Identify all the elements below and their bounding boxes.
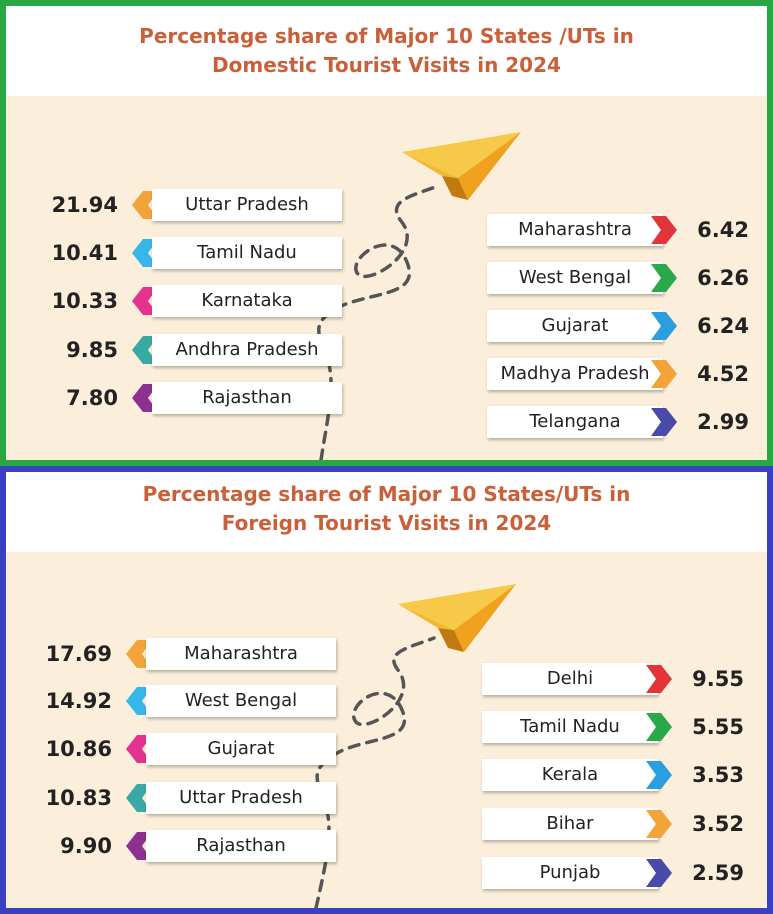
domestic-right-value-1: 6.42 xyxy=(697,218,749,242)
chevron-left-icon xyxy=(132,287,158,315)
chevron-left-icon xyxy=(132,336,158,364)
foreign-right-label-5: Punjab xyxy=(482,857,658,889)
list-item: Kerala 3.53 xyxy=(482,758,744,792)
domestic-left-value-5: 7.80 xyxy=(66,386,118,410)
foreign-right-label-2: Tamil Nadu xyxy=(482,711,658,743)
foreign-right-label-4: Bihar xyxy=(482,808,658,840)
chevron-right-icon xyxy=(651,312,677,340)
domestic-left-label-1: Uttar Pradesh xyxy=(152,189,342,221)
domestic-right-label-4: Madhya Pradesh xyxy=(487,358,663,390)
domestic-left-value-4: 9.85 xyxy=(66,338,118,362)
foreign-left-label-2: West Bengal xyxy=(146,685,336,717)
domestic-right-value-4: 4.52 xyxy=(697,362,749,386)
list-item: Maharashtra 6.42 xyxy=(487,213,749,247)
domestic-right-value-3: 6.24 xyxy=(697,314,749,338)
list-item: Tamil Nadu 5.55 xyxy=(482,710,744,744)
paper-plane-icon xyxy=(402,132,521,200)
chevron-right-icon xyxy=(651,216,677,244)
chevron-left-icon xyxy=(132,191,158,219)
chevron-left-icon xyxy=(126,735,152,763)
domestic-right-value-5: 2.99 xyxy=(697,410,749,434)
chevron-right-icon xyxy=(646,859,672,887)
domestic-title-line-2: Domestic Tourist Visits in 2024 xyxy=(212,53,561,77)
foreign-right-value-1: 9.55 xyxy=(692,667,744,691)
chevron-right-icon xyxy=(646,713,672,741)
list-item: 10.41 Tamil Nadu xyxy=(26,236,342,270)
chevron-left-icon xyxy=(126,687,152,715)
foreign-left-label-5: Rajasthan xyxy=(146,830,336,862)
foreign-right-value-5: 2.59 xyxy=(692,861,744,885)
foreign-right-value-3: 3.53 xyxy=(692,763,744,787)
list-item: Bihar 3.52 xyxy=(482,807,744,841)
foreign-title: Percentage share of Major 10 States/UTs … xyxy=(6,472,767,552)
chevron-right-icon xyxy=(651,408,677,436)
list-item: West Bengal 6.26 xyxy=(487,261,749,295)
domestic-left-value-3: 10.33 xyxy=(51,289,118,313)
list-item: 14.92 West Bengal xyxy=(20,684,336,718)
foreign-left-value-5: 9.90 xyxy=(60,834,112,858)
foreign-left-label-1: Maharashtra xyxy=(146,638,336,670)
domestic-left-label-3: Karnataka xyxy=(152,285,342,317)
domestic-right-label-3: Gujarat xyxy=(487,310,663,342)
chevron-right-icon xyxy=(646,665,672,693)
foreign-left-value-1: 17.69 xyxy=(45,642,112,666)
dashed-flight-path xyxy=(314,636,436,908)
foreign-right-label-3: Kerala xyxy=(482,759,658,791)
foreign-left-value-2: 14.92 xyxy=(45,689,112,713)
list-item: 9.90 Rajasthan xyxy=(20,829,336,863)
foreign-right-value-4: 3.52 xyxy=(692,812,744,836)
list-item: Telangana 2.99 xyxy=(487,405,749,439)
domestic-title: Percentage share of Major 10 States /UTs… xyxy=(6,6,767,96)
domestic-left-label-2: Tamil Nadu xyxy=(152,237,342,269)
list-item: Madhya Pradesh 4.52 xyxy=(487,357,749,391)
list-item: 9.85 Andhra Pradesh xyxy=(26,333,342,367)
foreign-paper-plane-illustration xyxy=(314,584,516,908)
dashed-flight-path xyxy=(317,184,440,460)
domestic-left-label-5: Rajasthan xyxy=(152,382,342,414)
foreign-left-value-4: 10.83 xyxy=(45,786,112,810)
foreign-title-line-1: Percentage share of Major 10 States/UTs … xyxy=(142,482,631,506)
chevron-right-icon xyxy=(646,761,672,789)
chevron-left-icon xyxy=(126,784,152,812)
domestic-left-value-1: 21.94 xyxy=(51,193,118,217)
domestic-title-line-1: Percentage share of Major 10 States /UTs… xyxy=(139,24,634,48)
domestic-right-label-5: Telangana xyxy=(487,406,663,438)
list-item: Delhi 9.55 xyxy=(482,662,744,696)
foreign-left-label-4: Uttar Pradesh xyxy=(146,782,336,814)
foreign-left-value-3: 10.86 xyxy=(45,737,112,761)
domestic-left-value-2: 10.41 xyxy=(51,241,118,265)
foreign-right-value-2: 5.55 xyxy=(692,715,744,739)
list-item: Punjab 2.59 xyxy=(482,856,744,890)
foreign-title-line-2: Foreign Tourist Visits in 2024 xyxy=(221,511,552,535)
domestic-panel: Percentage share of Major 10 States /UTs… xyxy=(0,0,773,466)
foreign-left-label-3: Gujarat xyxy=(146,733,336,765)
list-item: 10.83 Uttar Pradesh xyxy=(20,781,336,815)
chevron-left-icon xyxy=(132,239,158,267)
chevron-left-icon xyxy=(126,640,152,668)
list-item: 17.69 Maharashtra xyxy=(20,637,336,671)
chevron-right-icon xyxy=(651,360,677,388)
chevron-right-icon xyxy=(651,264,677,292)
chevron-left-icon xyxy=(126,832,152,860)
list-item: Gujarat 6.24 xyxy=(487,309,749,343)
domestic-left-label-4: Andhra Pradesh xyxy=(152,334,342,366)
domestic-right-value-2: 6.26 xyxy=(697,266,749,290)
chevron-left-icon xyxy=(132,384,158,412)
list-item: 21.94 Uttar Pradesh xyxy=(26,188,342,222)
paper-plane-icon xyxy=(398,584,516,652)
list-item: 7.80 Rajasthan xyxy=(26,381,342,415)
foreign-right-label-1: Delhi xyxy=(482,663,658,695)
chevron-right-icon xyxy=(646,810,672,838)
domestic-right-label-2: West Bengal xyxy=(487,262,663,294)
list-item: 10.86 Gujarat xyxy=(20,732,336,766)
list-item: 10.33 Karnataka xyxy=(26,284,342,318)
foreign-panel: Percentage share of Major 10 States/UTs … xyxy=(0,466,773,914)
domestic-right-label-1: Maharashtra xyxy=(487,214,663,246)
